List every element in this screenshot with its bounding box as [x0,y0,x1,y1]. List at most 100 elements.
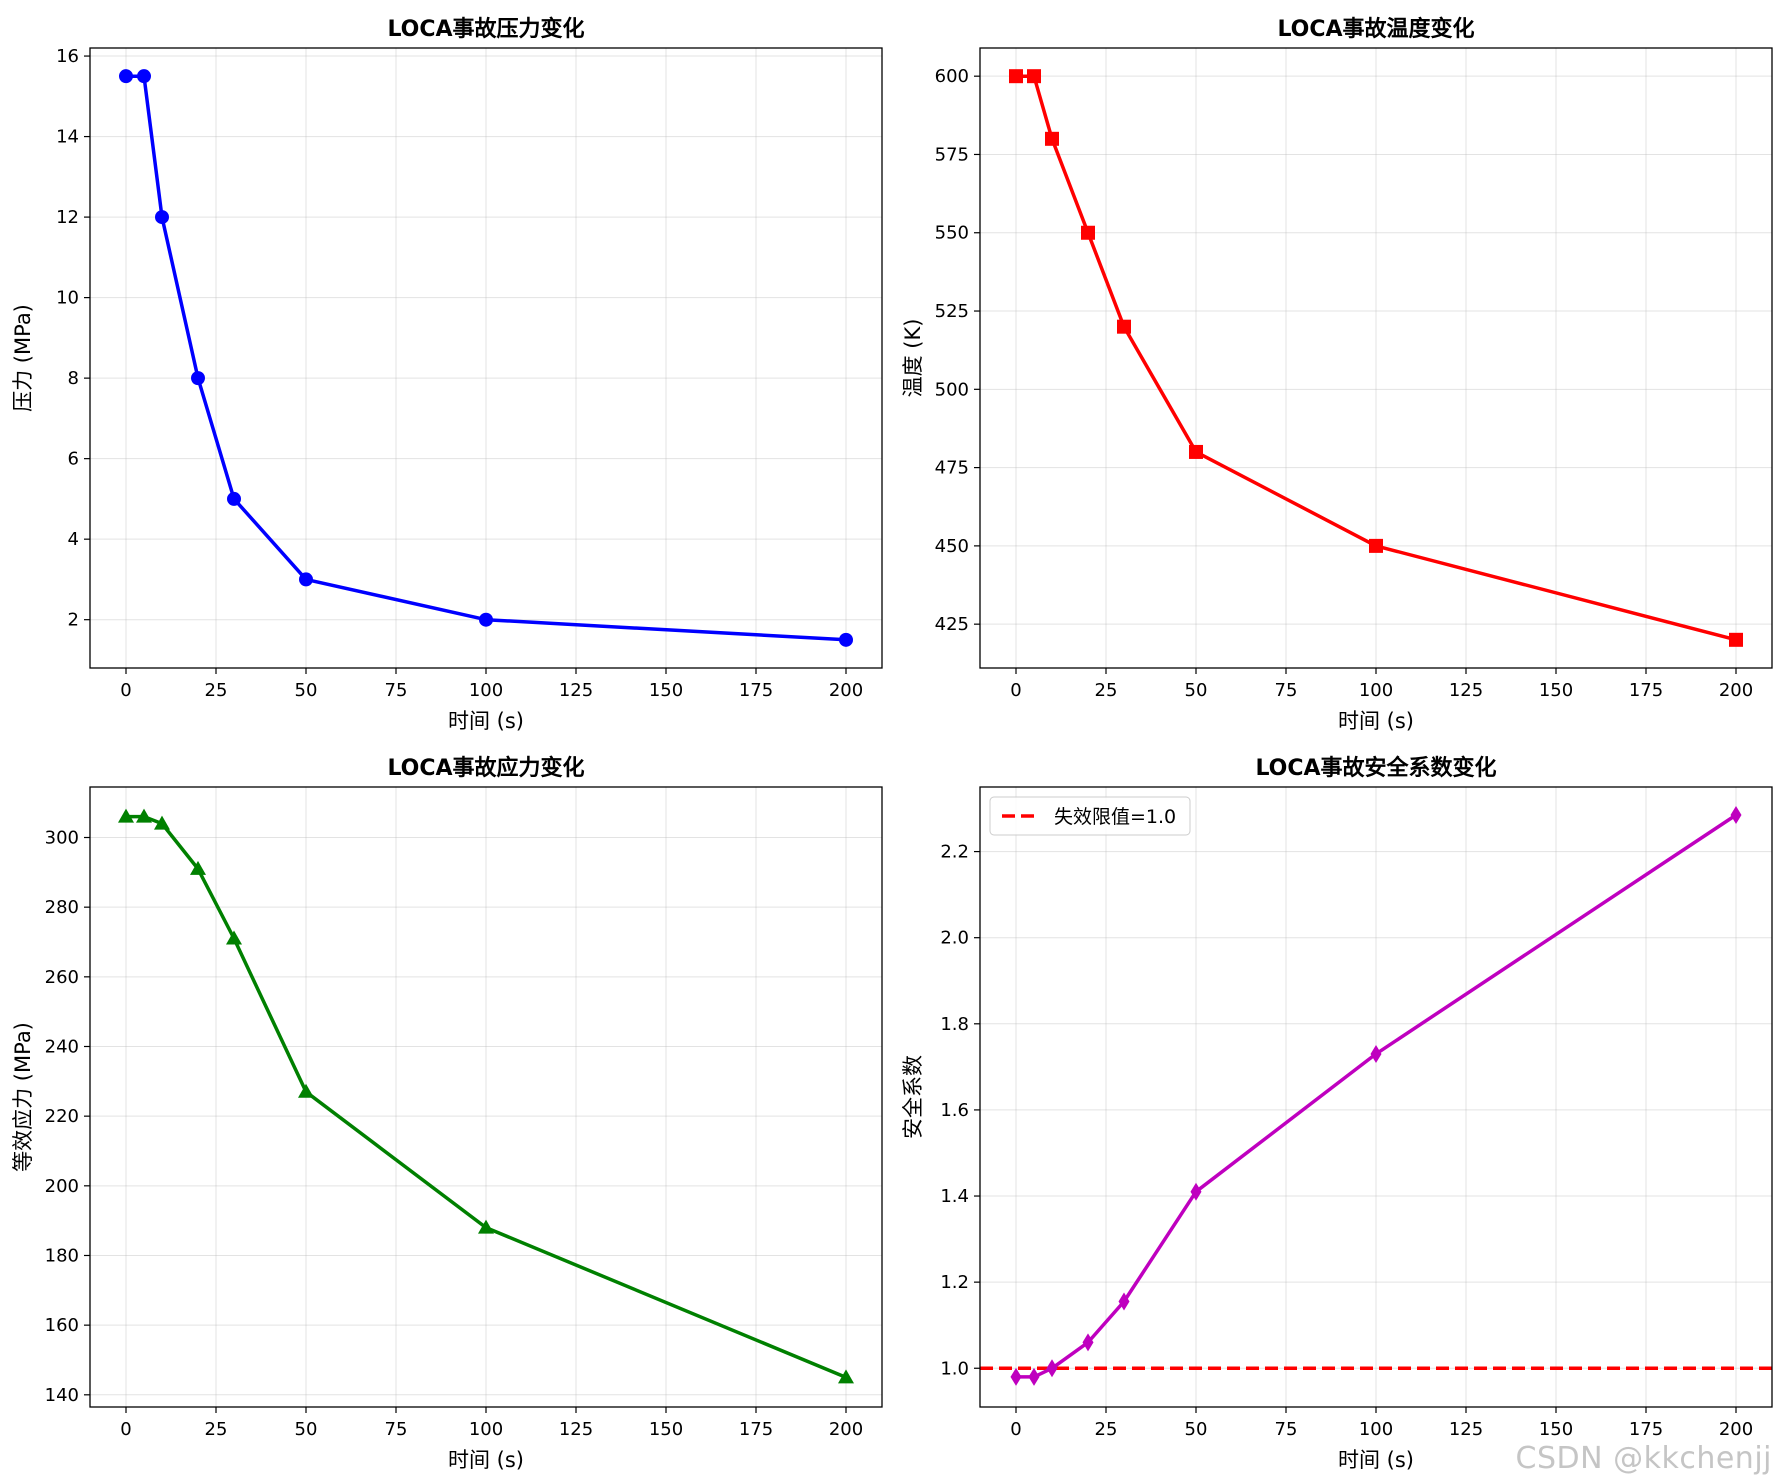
x-tick-label: 150 [649,680,683,701]
x-tick-label: 125 [559,680,593,701]
y-tick-label: 1.2 [940,1272,969,1293]
x-tick-label: 125 [559,1419,593,1440]
data-point [119,69,133,84]
y-tick-label: 140 [45,1385,79,1406]
x-tick-label: 50 [295,680,318,701]
y-tick-label: 4 [68,529,79,550]
y-axis-label: 温度 (K) [901,319,925,398]
data-point [1046,1359,1058,1378]
x-tick-label: 100 [469,680,503,701]
data-point [1010,1367,1022,1386]
data-point [1118,1292,1130,1311]
x-tick-label: 0 [1010,1419,1021,1440]
y-tick-label: 450 [935,536,969,557]
series-line [1016,74,1737,642]
x-tick-label: 75 [1275,1419,1298,1440]
x-axis-label: 时间 (s) [448,1448,524,1472]
y-tick-label: 10 [56,288,79,309]
x-tick-label: 75 [1275,680,1298,701]
data-point [1081,225,1095,240]
y-tick-label: 280 [45,897,79,918]
x-tick-label: 100 [1359,1419,1393,1440]
x-tick-label: 125 [1449,680,1483,701]
legend-box [989,796,1191,836]
data-point [190,860,206,875]
legend-label: 失效限值=1.0 [1054,806,1176,828]
data-point [227,491,241,506]
data-point [155,210,169,225]
data-point [154,815,170,830]
x-tick-label: 100 [469,1419,503,1440]
y-tick-label: 6 [68,449,79,470]
y-tick-label: 12 [56,207,79,228]
data-point [1027,69,1041,84]
x-tick-label: 175 [739,1419,773,1440]
x-axis-label: 时间 (s) [1338,709,1414,733]
x-tick-label: 0 [1010,680,1021,701]
data-point [1189,444,1203,459]
y-tick-label: 200 [45,1176,79,1197]
y-tick-label: 180 [45,1245,79,1266]
chart-panel-1: 0 25 50 75 100 125 150 175 200 2 4 6 8 10 12 14 16 LOCA事故… [11,16,883,733]
x-tick-label: 200 [829,1419,863,1440]
y-tick-label: 575 [935,144,969,165]
chart-title: LOCA事故压力变化 [387,16,584,42]
data-point [226,930,242,945]
legend: 失效限值=1.0 [989,796,1191,836]
data-point [118,808,134,823]
x-tick-label: 100 [1359,680,1393,701]
y-tick-label: 260 [45,967,79,988]
x-tick-label: 50 [295,1419,318,1440]
data-point [136,808,152,823]
chart-title: LOCA事故温度变化 [1277,16,1474,42]
data-point [1045,131,1059,146]
x-tick-label: 125 [1449,1419,1483,1440]
y-tick-label: 600 [935,66,969,87]
y-tick-label: 2.2 [940,842,969,863]
data-point [838,1369,854,1384]
series-line [126,74,847,642]
x-tick-label: 0 [120,680,131,701]
x-tick-label: 0 [120,1419,131,1440]
x-tick-label: 175 [1629,680,1663,701]
watermark-text: CSDN @kkchenjj [1515,1441,1772,1476]
x-axis-label: 时间 (s) [1338,1448,1414,1472]
data-point [137,69,151,84]
data-point [298,1083,314,1098]
y-tick-label: 14 [56,127,79,148]
data-point [839,632,853,647]
data-point [1028,1367,1040,1386]
y-tick-label: 2 [68,610,79,631]
y-tick-label: 1.6 [940,1100,969,1121]
data-point [191,371,205,386]
data-point [1729,632,1743,647]
x-tick-label: 150 [1539,680,1573,701]
chart-panel-4: 0 25 50 75 100 125 150 175 200 1.0 1.2 1.4 1.6 1.8 2.0… [901,755,1773,1472]
y-axis-label: 等效应力 (MPa) [11,1022,35,1172]
chart-title: LOCA事故安全系数变化 [1255,755,1496,781]
y-axis-label: 安全系数 [901,1055,925,1139]
x-tick-label: 50 [1185,680,1208,701]
y-tick-label: 8 [68,368,79,389]
x-tick-label: 25 [1095,680,1118,701]
y-axis-label: 压力 (MPa) [11,304,35,412]
y-tick-label: 1.4 [940,1186,969,1207]
chart-panel-3: 0 25 50 75 100 125 150 175 200 140 160 180 200 220 240… [11,755,883,1472]
x-tick-label: 25 [205,1419,228,1440]
data-point [1730,805,1742,824]
x-tick-label: 25 [205,680,228,701]
data-point [1370,1044,1382,1063]
x-axis-label: 时间 (s) [448,709,524,733]
x-tick-label: 200 [1719,680,1753,701]
x-tick-label: 175 [739,680,773,701]
y-tick-label: 475 [935,458,969,479]
y-tick-label: 160 [45,1315,79,1336]
data-point [1009,69,1023,84]
x-tick-label: 150 [649,1419,683,1440]
y-tick-label: 240 [45,1036,79,1057]
x-tick-label: 50 [1185,1419,1208,1440]
y-tick-label: 2.0 [940,928,969,949]
x-tick-label: 150 [1539,1419,1573,1440]
y-tick-label: 16 [56,46,79,67]
